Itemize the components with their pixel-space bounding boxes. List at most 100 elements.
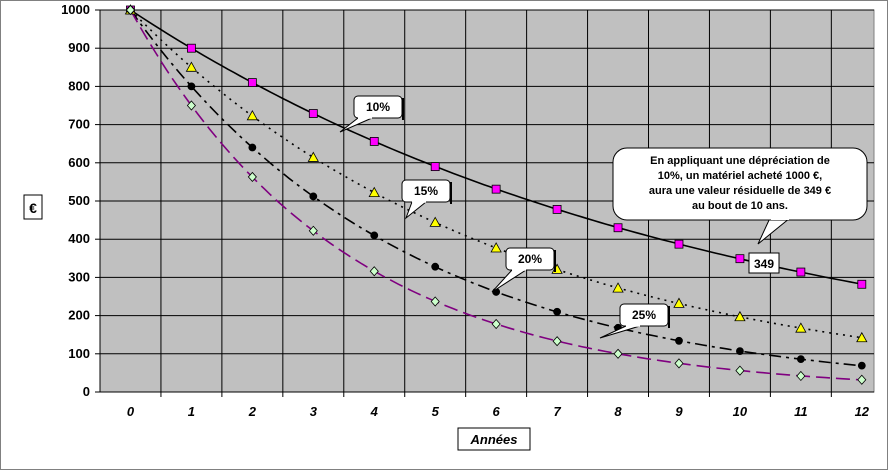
data-point xyxy=(309,192,318,201)
axes xyxy=(95,9,874,397)
data-point xyxy=(613,348,623,359)
series-markers xyxy=(124,4,868,385)
x-axis-title-box: Années xyxy=(457,427,531,451)
gridlines xyxy=(100,9,874,393)
data-point xyxy=(734,310,746,322)
data-point xyxy=(248,143,257,152)
data-point xyxy=(673,297,685,308)
callout-20pct: 20% xyxy=(491,247,556,293)
data-point xyxy=(491,318,501,330)
data-point xyxy=(490,242,502,253)
x-tick-label: 4 xyxy=(370,404,379,419)
data-point xyxy=(431,262,440,271)
y-axis-title-box: € xyxy=(23,194,43,220)
callout-25pct: 25% xyxy=(599,303,670,339)
x-tick-label: 1 xyxy=(188,404,195,419)
x-tick-label: 6 xyxy=(493,404,501,419)
data-point xyxy=(613,223,623,233)
data-point xyxy=(675,336,683,345)
x-tick-label: 12 xyxy=(855,404,870,419)
data-point xyxy=(429,216,441,227)
y-tick-label: 700 xyxy=(68,117,90,132)
callout-10pct: 10% xyxy=(339,95,404,133)
data-point xyxy=(796,267,806,277)
data-point xyxy=(247,171,257,183)
data-point xyxy=(185,61,198,72)
data-point xyxy=(553,307,561,316)
data-point xyxy=(308,109,318,118)
callout-shadow xyxy=(668,306,670,328)
data-point xyxy=(735,254,745,264)
x-tick-label: 9 xyxy=(675,404,683,419)
y-tick-label: 600 xyxy=(68,155,90,170)
x-tick-label: 5 xyxy=(432,404,440,419)
data-point xyxy=(370,231,379,240)
data-point xyxy=(125,4,136,16)
value-349-label: 349 xyxy=(748,252,780,274)
data-point xyxy=(187,43,196,53)
callout-15pct: 15% xyxy=(401,179,452,220)
data-point xyxy=(857,374,867,385)
data-point xyxy=(246,109,259,121)
data-point xyxy=(735,365,745,376)
value-349-box xyxy=(748,252,780,274)
data-point xyxy=(552,336,562,347)
y-tick-label: 500 xyxy=(68,193,90,208)
y-tick-label: 0 xyxy=(83,384,90,399)
data-point xyxy=(430,296,440,307)
data-point xyxy=(674,239,684,249)
data-point xyxy=(796,370,806,382)
series-label: 20% xyxy=(518,252,542,266)
note-line: En appliquant une dépréciation de xyxy=(650,155,830,167)
y-tick-label: 400 xyxy=(68,231,90,246)
x-tick-label: 8 xyxy=(614,404,622,419)
data-point xyxy=(796,355,805,364)
data-point xyxy=(552,205,562,214)
note-line: 10%, un matériel acheté 1000 €, xyxy=(658,170,822,182)
x-tick-label: 10 xyxy=(733,404,748,419)
x-axis-title: Années xyxy=(470,432,518,447)
y-tick-label: 800 xyxy=(68,78,90,93)
series-label: 15% xyxy=(414,184,438,198)
y-tick-label: 1000 xyxy=(61,2,90,17)
series-label: 10% xyxy=(366,100,390,114)
x-tick-label: 3 xyxy=(310,404,318,419)
x-tick-label: 0 xyxy=(127,404,135,419)
data-point xyxy=(247,78,257,87)
y-tick-label: 900 xyxy=(68,40,90,55)
data-point xyxy=(736,347,744,356)
x-tick-label: 11 xyxy=(794,404,808,419)
data-point xyxy=(612,282,624,293)
data-point xyxy=(430,162,440,172)
callout-shadow xyxy=(402,98,404,120)
x-tick-label: 7 xyxy=(553,404,561,419)
data-point xyxy=(187,82,196,91)
note-line: au bout de 10 ans. xyxy=(692,200,788,212)
value-349-text: 349 xyxy=(754,257,774,271)
note-callout: En appliquant une dépréciation de 10%, un… xyxy=(612,147,868,245)
y-tick-label: 200 xyxy=(68,308,90,323)
x-tick-label: 2 xyxy=(248,404,257,419)
data-point xyxy=(186,100,196,111)
note-line: aura une valeur résiduelle de 349 € xyxy=(649,185,831,197)
data-point xyxy=(857,361,866,370)
data-point xyxy=(856,331,868,343)
series-label: 25% xyxy=(632,308,656,322)
callouts: 10% 15% 20% 25% 349 En appliquant une dépréci… xyxy=(339,95,868,339)
data-point xyxy=(307,151,319,162)
y-tick-label: 100 xyxy=(68,346,90,361)
data-point xyxy=(795,322,807,333)
data-point xyxy=(308,225,318,236)
data-point xyxy=(369,137,379,146)
data-point xyxy=(674,358,684,369)
callout-shadow xyxy=(450,182,452,204)
callout-shadow xyxy=(554,250,556,272)
y-axis-title: € xyxy=(29,200,37,216)
data-point xyxy=(369,266,379,277)
data-point xyxy=(857,279,867,289)
data-point xyxy=(368,186,380,197)
data-point xyxy=(491,184,501,194)
note-box xyxy=(612,147,868,221)
